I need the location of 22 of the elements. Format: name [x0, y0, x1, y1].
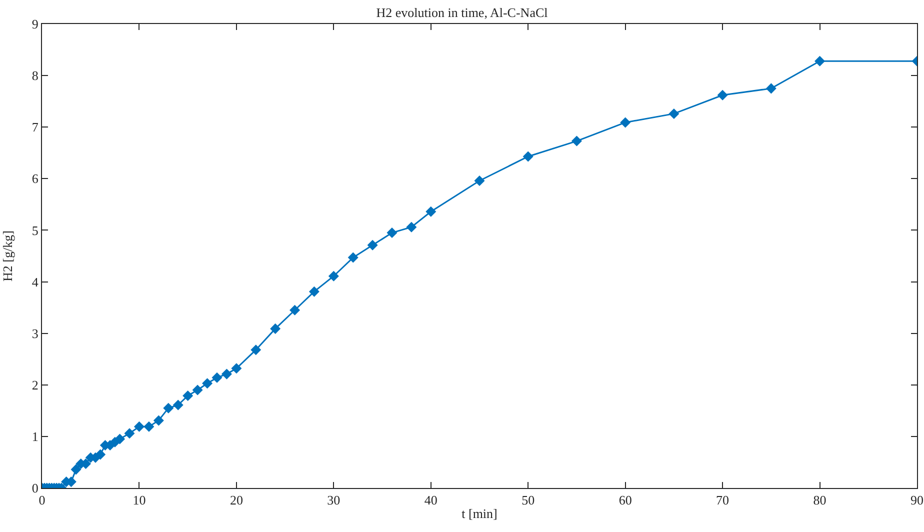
y-tick-label: 7 — [32, 120, 39, 135]
x-tick-label: 40 — [424, 492, 438, 508]
y-tick-label: 5 — [32, 222, 38, 238]
x-tick-label: 80 — [813, 492, 826, 508]
y-tick-label: 4 — [32, 274, 39, 290]
y-axis-title: H2 [g/kg] — [0, 230, 15, 282]
y-tick-label: 9 — [32, 16, 38, 32]
y-tick-label: 6 — [32, 171, 39, 186]
chart-title: H2 evolution in time, Al-C-NaCl — [376, 5, 548, 20]
y-tick-label: 2 — [32, 377, 38, 392]
y-tick-label: 3 — [32, 326, 38, 341]
x-tick-label: 20 — [230, 492, 243, 508]
y-tick-label: 0 — [32, 480, 38, 496]
x-axis-title: t [min] — [462, 506, 498, 522]
x-tick-label: 30 — [327, 492, 340, 508]
x-tick-label: 10 — [132, 492, 146, 508]
y-tick-label: 8 — [32, 68, 38, 84]
x-tick-label: 50 — [522, 492, 535, 508]
y-tick-label: 1 — [32, 428, 38, 444]
x-tick-label: 70 — [716, 492, 730, 508]
x-tick-label: 90 — [910, 492, 924, 508]
x-tick-label: 60 — [618, 492, 632, 508]
